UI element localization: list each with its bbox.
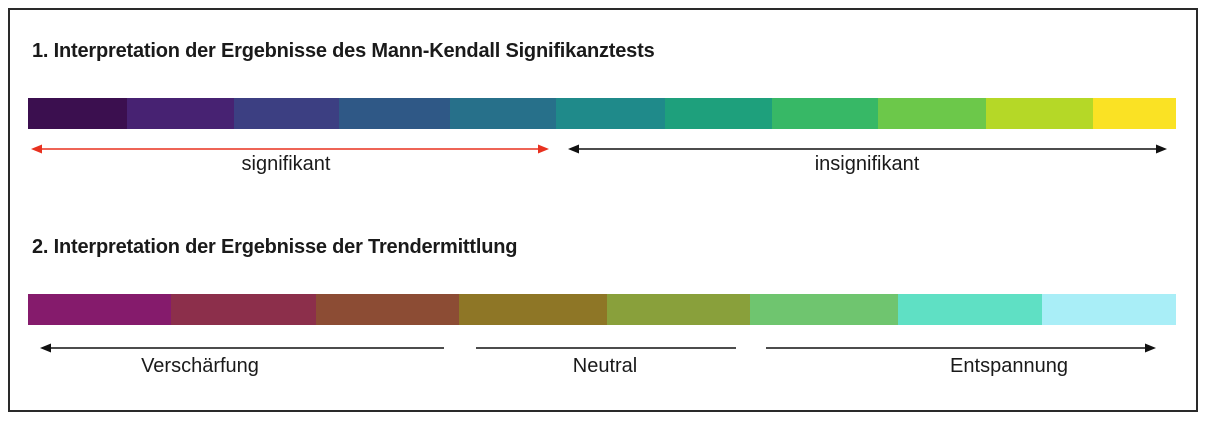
color-segment xyxy=(878,98,986,129)
color-segment xyxy=(750,294,898,325)
trend-color-bar xyxy=(28,294,1176,325)
color-segment xyxy=(556,98,665,129)
color-segment xyxy=(1042,294,1176,325)
color-segment xyxy=(450,98,556,129)
relaxation-label: Entspannung xyxy=(950,355,1068,377)
relaxation-arrow xyxy=(766,343,1156,353)
significance-color-bar xyxy=(28,98,1176,129)
color-segment xyxy=(1093,98,1176,129)
section1-title: 1. Interpretation der Ergebnisse des Man… xyxy=(32,40,655,62)
color-segment xyxy=(607,294,750,325)
section2-title: 2. Interpretation der Ergebnisse der Tre… xyxy=(32,236,518,258)
color-segment xyxy=(459,294,607,325)
figure-frame xyxy=(8,8,1198,412)
significant-range-arrow xyxy=(31,144,549,154)
insignificant-range-arrow xyxy=(568,144,1167,154)
neutral-label: Neutral xyxy=(572,355,638,377)
color-segment xyxy=(28,294,171,325)
color-segment xyxy=(772,98,878,129)
color-segment xyxy=(316,294,459,325)
color-segment xyxy=(665,98,772,129)
color-segment xyxy=(171,294,316,325)
color-segment xyxy=(898,294,1042,325)
color-segment xyxy=(339,98,450,129)
color-segment xyxy=(127,98,234,129)
color-segment xyxy=(28,98,127,129)
insignificant-label: insignifikant xyxy=(814,153,920,175)
intensification-label: Verschärfung xyxy=(141,355,259,377)
intensification-arrow xyxy=(40,343,444,353)
color-segment xyxy=(234,98,339,129)
color-segment xyxy=(986,98,1093,129)
significant-label: signifikant xyxy=(241,153,331,175)
